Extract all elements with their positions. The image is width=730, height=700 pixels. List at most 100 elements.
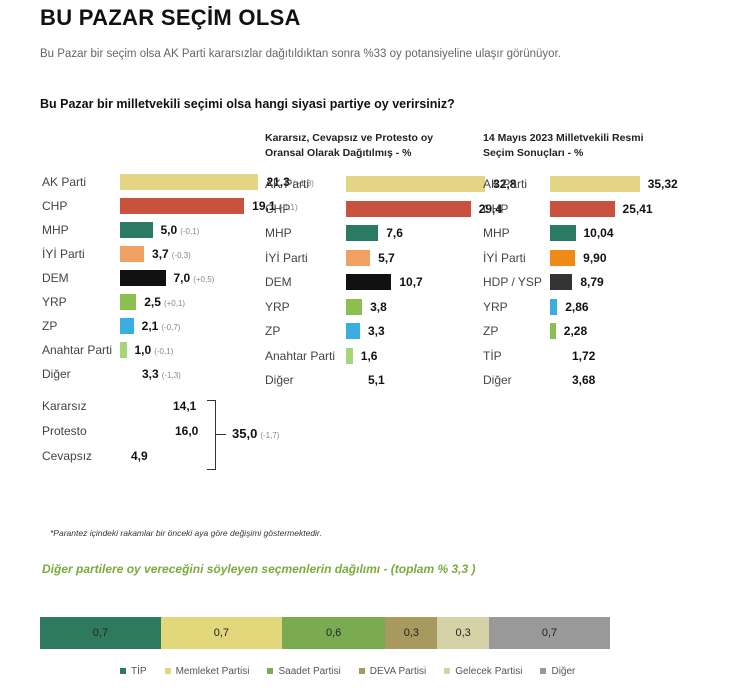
category-label: İYİ Parti <box>265 250 308 265</box>
bar-row-zp: ZP 2,28 <box>483 321 683 341</box>
bar-row-di-er: Diğer 3,68 <box>483 370 683 390</box>
bar <box>346 298 363 315</box>
value-change: (+0,5) <box>193 275 215 284</box>
value-label: 10,7 <box>399 272 422 292</box>
value-number: 3,7 <box>152 247 169 261</box>
value-label: 10,04 <box>584 223 614 243</box>
segment-saadet-partisi: 0,6 <box>281 617 386 649</box>
value-label: 14,1 <box>173 396 196 416</box>
value-label: 29,4 <box>479 199 502 219</box>
value-change: (+1,3) <box>292 179 314 188</box>
value-label: 16,0 <box>175 421 198 441</box>
bar <box>120 318 134 334</box>
value-label: 1,6 <box>361 346 378 366</box>
value-number: 10,7 <box>399 275 423 289</box>
value-number: 35,32 <box>647 177 678 191</box>
category-label: Protesto <box>42 424 87 438</box>
value-number: 25,41 <box>622 201 653 216</box>
bar-row-anahtar-parti: Anahtar Parti 1,6 <box>265 346 465 366</box>
category-label: DEM <box>42 271 69 285</box>
page-subtitle: Bu Pazar bir seçim olsa AK Parti kararsı… <box>40 48 561 60</box>
value-number: 5,1 <box>368 373 385 387</box>
bar-row-di-er: Diğer 3,3 (-1,3) <box>42 364 242 384</box>
legend-swatch <box>267 668 274 674</box>
value-label: 21,3 (+1,3) <box>266 172 313 194</box>
category-label: Cevapsız <box>42 449 93 463</box>
bar-row-ti-p: TİP 1,72 <box>483 346 683 366</box>
value-change: (-1,3) <box>161 371 181 380</box>
legend-swatch <box>540 668 547 674</box>
bar-row-zp: ZP 3,3 <box>265 321 465 341</box>
legend-label: DEVA Partisi <box>369 665 427 677</box>
bar-row-ak-parti: AK Parti 35,32 <box>483 174 683 194</box>
value-label: 4,9 <box>131 446 148 466</box>
value-number: 16,0 <box>175 424 199 438</box>
category-label: Diğer <box>42 367 71 381</box>
bracket-tick <box>216 434 226 435</box>
legend-item-di-er: Diğer <box>540 664 575 678</box>
category-label: AK Parti <box>265 177 310 191</box>
category-label: ZP <box>483 324 499 338</box>
bar-row-mhp: MHP 5,0 (-0,1) <box>42 220 242 240</box>
bar <box>346 347 353 364</box>
value-number: 2,5 <box>144 295 161 309</box>
undecided-bracket <box>207 400 216 470</box>
value-number: 9,90 <box>583 250 607 265</box>
category-label: Anahtar Parti <box>42 343 113 357</box>
bar-row-i-yi-parti: İYİ Parti 9,90 <box>483 248 683 268</box>
bar <box>550 249 576 266</box>
value-number: 3,3 <box>142 367 159 381</box>
footnote: *Parantez içindeki rakamlar bir önceki a… <box>50 528 322 538</box>
value-number: 32,8 <box>493 177 517 191</box>
bar-row-cevaps-z: Cevapsız 4,9 <box>42 446 242 466</box>
value-number: 2,86 <box>565 299 589 314</box>
category-label: Diğer <box>483 373 512 387</box>
bar <box>120 342 127 358</box>
bar <box>346 249 371 266</box>
category-label: TİP <box>483 348 502 363</box>
legend-swatch <box>164 668 171 674</box>
bar <box>550 298 558 315</box>
bar-row-yrp: YRP 2,86 <box>483 297 683 317</box>
value-label: 2,5 (+0,1) <box>144 292 185 314</box>
bar-row-yrp: YRP 2,5 (+0,1) <box>42 292 242 312</box>
bar-row-ak-parti: AK Parti 21,3 (+1,3) <box>42 172 314 192</box>
legend-label: TİP <box>131 665 147 677</box>
bar <box>550 323 556 339</box>
category-label: MHP <box>265 226 292 240</box>
bar-row-zp: ZP 2,1 (-0,7) <box>42 316 242 336</box>
value-label: 3,3 <box>368 321 385 341</box>
distribution-stacked-bar: 0,7 0,7 0,6 0,3 0,3 0,7 <box>40 617 610 649</box>
bar-row-mhp: MHP 7,6 <box>265 223 465 243</box>
category-label: CHP <box>483 201 509 216</box>
category-label: MHP <box>483 226 510 240</box>
value-change: (+0,1) <box>163 299 186 308</box>
bar <box>346 176 486 192</box>
value-change: (-0,7) <box>161 323 181 332</box>
value-label: 5,1 <box>368 370 385 390</box>
value-number: 14,1 <box>173 399 197 413</box>
legend-item-gelecek-partisi: Gelecek Partisi <box>444 664 522 678</box>
value-number: 2,28 <box>563 324 588 338</box>
bar-row-ak-parti: AK Parti 32,8 <box>265 174 516 194</box>
segment-ti-p: 0,7 <box>40 617 161 649</box>
value-number: 4,9 <box>131 449 148 463</box>
legend-swatch <box>444 668 451 674</box>
value-label: 1,0 (-0,1) <box>135 340 174 362</box>
bar <box>120 294 137 310</box>
category-label: HDP / YSP <box>483 275 542 289</box>
value-label: 25,41 <box>623 199 653 219</box>
value-label: 5,7 <box>378 248 395 268</box>
value-label: 32,8 <box>493 174 516 194</box>
distribution-title: Diğer partilere oy vereceğini söyleyen s… <box>42 562 476 576</box>
segment-memleket-partisi: 0,7 <box>160 617 282 649</box>
value-number: 10,04 <box>583 226 614 240</box>
legend-item-saadet-partisi: Saadet Partisi <box>267 664 341 678</box>
legend-item-deva-partisi: DEVA Partisi <box>358 664 427 678</box>
value-number: 29,4 <box>478 201 502 216</box>
value-change: (-0,1) <box>154 347 174 356</box>
bar <box>550 176 640 192</box>
value-number: 8,79 <box>580 275 604 289</box>
segment-di-er: 0,7 <box>489 617 610 649</box>
legend-swatch <box>120 668 126 674</box>
